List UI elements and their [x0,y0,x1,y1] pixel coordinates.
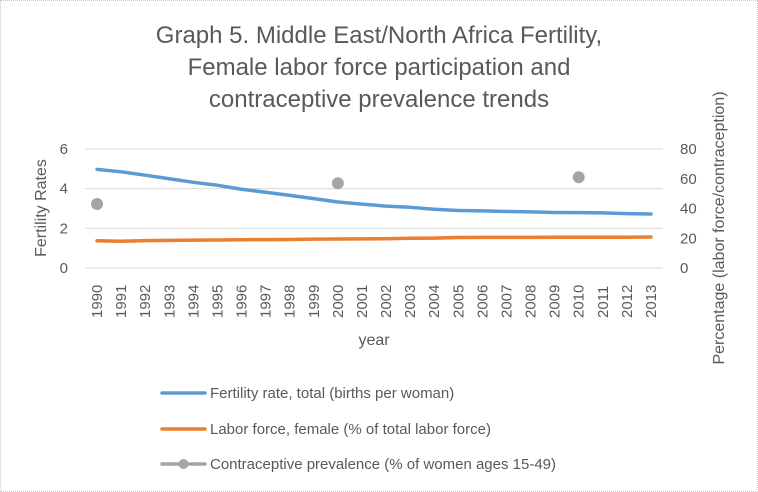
series-layer [91,167,653,243]
y2-tick-label: 80 [680,141,697,158]
x-tick-label: 2009 [547,285,564,318]
legend-label: Contraceptive prevalence (% of women age… [210,456,556,473]
y2-tick-label: 40 [680,201,697,218]
y-tick-label: 0 [60,260,68,277]
x-tick-label: 2008 [523,285,540,318]
gridlines [85,148,663,269]
y2-tick-label: 0 [680,260,688,277]
x-tick-label: 2002 [378,285,395,318]
x-tick-label: 2007 [498,285,515,318]
x-tick-label: 2012 [619,285,636,318]
x-axis-title: year [358,332,390,349]
legend-swatch-marker [178,459,189,469]
x-tick-label: 2010 [571,285,588,318]
data-point-contraceptive [572,171,585,184]
y2-axis-title: Percentage (labor force/contraception) [711,91,728,364]
y-tick-label: 6 [60,141,68,158]
x-tick-label: 1995 [209,285,226,318]
legend: Fertility rate, total (births per woman)… [160,385,556,473]
x-tick-label: 2001 [354,285,371,318]
data-point-contraceptive [91,198,104,211]
y-tick-label: 2 [60,220,68,237]
x-tick-label: 2003 [402,285,419,318]
chart-title-line-3: contraceptive prevalence trends [208,86,550,113]
y-axis-title: Fertility Rates [33,159,50,257]
chart-title-line-2: Female labor force participation and [187,54,571,81]
y2-axis-ticks: 0 20 40 60 80 [680,141,697,277]
chart-title: Graph 5. Middle East/North Africa Fertil… [0,20,758,116]
x-tick-label: 2011 [595,286,612,318]
y2-tick-label: 60 [680,171,697,188]
x-tick-label: 2004 [426,285,443,318]
chart-title-line-1: Graph 5. Middle East/North Africa Fertil… [155,22,603,49]
x-tick-label: 1990 [89,285,106,318]
series-line-1 [95,235,653,243]
x-tick-label: 1999 [306,285,323,318]
y2-tick-label: 20 [680,230,697,247]
y-tick-label: 4 [60,181,68,198]
x-tick-label: 1992 [137,285,154,318]
legend-label: Fertility rate, total (births per woman) [210,385,454,402]
x-tick-label: 2013 [643,285,660,318]
x-tick-label: 1998 [282,285,299,318]
x-tick-label: 2005 [450,285,467,318]
data-point-contraceptive [331,177,344,190]
y-axis-ticks: 0 2 4 6 [60,141,68,277]
x-tick-label: 1997 [258,285,275,318]
x-tick-label: 1996 [234,285,251,318]
series-line-0 [95,167,653,216]
x-tick-label: 2000 [330,285,347,318]
x-axis-ticks: 1990 1991 1992 1993 1994 1995 1996 1997 1998 1999… [89,285,660,318]
x-tick-label: 1993 [161,285,178,318]
x-tick-label: 2006 [474,285,491,318]
legend-label: Labor force, female (% of total labor fo… [210,421,491,438]
x-tick-label: 1991 [113,285,130,318]
x-tick-label: 1994 [185,285,202,318]
